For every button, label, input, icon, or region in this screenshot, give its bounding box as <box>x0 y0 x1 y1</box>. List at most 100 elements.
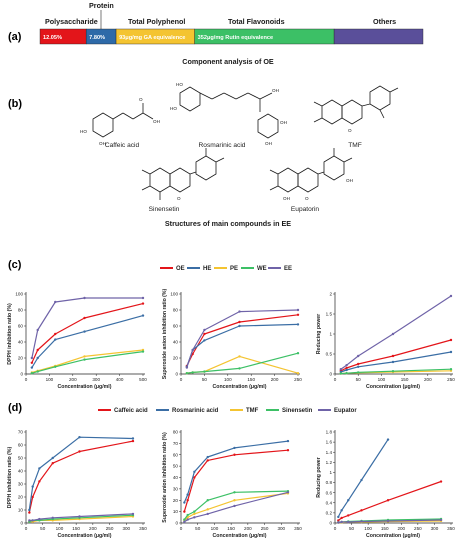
series-0-point-1 <box>340 516 343 520</box>
series-4-point-3 <box>238 310 241 313</box>
series-0-point-3 <box>206 459 209 462</box>
series-0-point-3 <box>83 316 86 320</box>
series-2-point-2 <box>193 512 196 516</box>
series-4-point-1 <box>186 518 189 521</box>
series-3-point-1 <box>191 371 194 374</box>
series-1-point-5 <box>286 439 290 443</box>
x-tick-label-4: 200 <box>424 377 432 382</box>
series-4-point-1 <box>191 348 194 352</box>
series-4-point-4 <box>386 519 390 523</box>
series-1-point-2 <box>203 339 206 342</box>
series-0-point-4 <box>233 453 236 456</box>
x-tick-label-2: 100 <box>378 377 386 382</box>
series-4-point-2 <box>38 517 41 521</box>
series-3-point-3 <box>391 370 395 373</box>
segment-total_polyphenol-label: 93μg/mg GA equivalence <box>119 35 185 41</box>
series-0-point-3 <box>391 354 395 358</box>
rosmarinic-oh-3: OH <box>265 141 272 146</box>
eupatorin-oh-2: OH <box>346 178 353 183</box>
series-0-point-0 <box>337 519 340 522</box>
eupatorin-name: Eupatorin <box>291 206 320 213</box>
x-tick-label-4: 200 <box>271 377 279 382</box>
series-4-point-5 <box>286 491 290 494</box>
series-4-point-3 <box>206 512 209 516</box>
x-tick-label-6: 300 <box>277 526 285 531</box>
y-axis-label: Superoxide anion inhibition ratio (%) <box>162 288 168 379</box>
series-3-point-2 <box>357 371 360 374</box>
series-0-point-1 <box>345 366 348 370</box>
series-3-point-0 <box>339 372 342 375</box>
caffeic-acid-structure: O OH HO OH <box>80 97 160 146</box>
rosmarinic-oh-1: OH <box>272 88 279 93</box>
series-3-point-0 <box>185 372 189 375</box>
series-4-point-2 <box>347 520 350 524</box>
rosmarinic-acid-structure: HO HO OH OH OH <box>170 82 287 146</box>
panel-label-b: (b) <box>8 98 22 110</box>
panel-label-d: (d) <box>8 402 22 414</box>
series-2-point-4 <box>296 372 300 375</box>
series-3-point-4 <box>449 368 453 371</box>
x-axis-label: Concentration (μg/ml) <box>58 533 112 539</box>
x-axis-label: Concentration (μg/ml) <box>366 384 420 390</box>
series-4-point-1 <box>36 328 39 332</box>
x-tick-label-0: 0 <box>25 377 28 382</box>
x-tick-label-3: 150 <box>227 526 235 531</box>
series-4-point-4 <box>78 515 81 518</box>
series-3-point-4 <box>296 352 300 355</box>
x-tick-label-1: 50 <box>195 526 201 531</box>
legend-label-3: Sinensetin <box>282 408 313 414</box>
x-tick-label-1: 50 <box>356 377 362 382</box>
series-1-point-1 <box>36 356 39 360</box>
series-0-point-2 <box>54 332 57 336</box>
y-tick-label-8: 1.6 <box>326 440 333 445</box>
y-tick-label-7: 70 <box>173 441 179 446</box>
eupatorin-structure: O OH OH <box>269 148 353 201</box>
series-line-3 <box>31 351 144 374</box>
x-tick-label-7: 350 <box>139 526 147 531</box>
series-1-point-3 <box>391 360 395 364</box>
series-1-point-3 <box>238 324 241 328</box>
legend-label-3: WE <box>257 266 267 272</box>
series-3-point-3 <box>83 358 86 361</box>
series-4-point-4 <box>296 308 300 312</box>
series-4-point-0 <box>337 521 340 524</box>
y-tick-label-0: 0 <box>329 521 332 526</box>
y-tick-label-5: 100 <box>170 292 178 297</box>
y-tick-label-6: 60 <box>18 443 24 448</box>
x-tick-label-5: 250 <box>294 377 302 382</box>
series-line-2 <box>186 355 299 374</box>
series-3-point-1 <box>186 513 189 517</box>
series-1-point-1 <box>31 485 34 488</box>
label-protein: Protein <box>89 1 114 10</box>
series-1-point-3 <box>83 330 86 333</box>
series-1-point-3 <box>206 455 209 459</box>
x-tick-label-7: 350 <box>294 526 302 531</box>
series-4-point-4 <box>233 504 236 508</box>
series-1-point-4 <box>449 350 453 354</box>
y-tick-label-4: 2 <box>329 292 332 297</box>
y-tick-label-3: 60 <box>18 324 24 329</box>
series-4-point-4 <box>449 294 453 298</box>
label-others: Others <box>373 17 396 26</box>
sinensetin-o: O <box>177 196 181 201</box>
legend-c: OE HE PE WE EE <box>160 266 292 272</box>
series-1-point-2 <box>54 338 57 341</box>
panel-label-a: (a) <box>8 31 22 43</box>
y-tick-label-5: 50 <box>173 464 179 469</box>
x-axis-label: Concentration (μg/ml) <box>213 384 267 390</box>
series-0-point-3 <box>360 509 363 512</box>
chart-d-dpph: 0 50 100 150 200 250 300 350 0 10 20 30 40 50 60 70 Conc… <box>7 430 147 539</box>
series-0-point-1 <box>31 495 34 499</box>
series-line-0 <box>337 480 442 521</box>
x-tick-label-3: 150 <box>72 526 80 531</box>
y-tick-label-6: 60 <box>173 452 179 457</box>
series-3-point-4 <box>233 491 236 494</box>
caffeic-oh: OH <box>153 119 160 124</box>
x-tick-label-3: 150 <box>381 526 389 531</box>
segment-polysaccharide-label: 12.05% <box>43 35 62 41</box>
chart-c-reducing: 0 50 100 150 200 250 0 0.5 1 1.5 2 Concentration (μ… <box>316 292 455 390</box>
series-0-point-4 <box>449 338 453 342</box>
series-4-point-1 <box>340 520 343 524</box>
y-tick-label-3: 30 <box>18 482 24 487</box>
y-tick-label-2: 1 <box>329 332 332 337</box>
